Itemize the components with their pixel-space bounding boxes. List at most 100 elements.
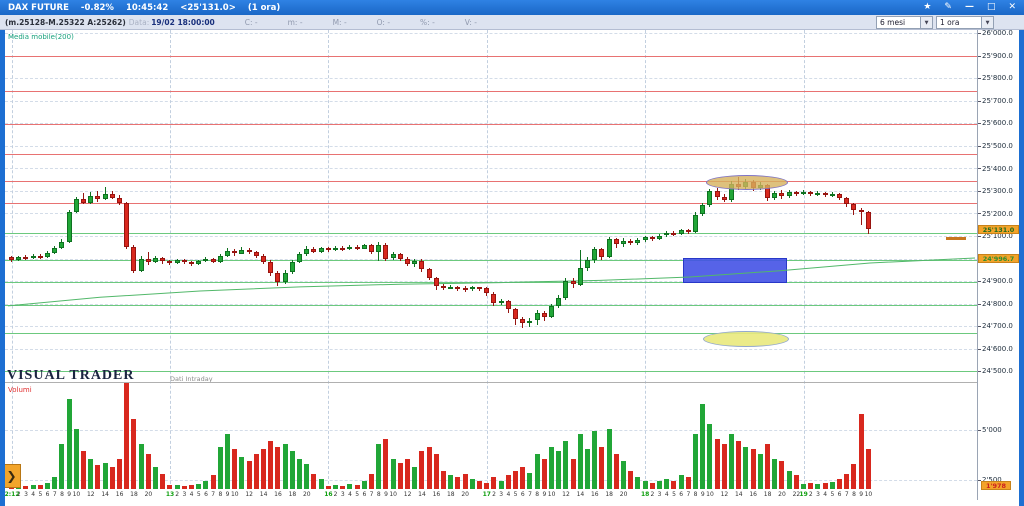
volume-bar xyxy=(736,441,742,489)
candle-wick xyxy=(104,186,106,201)
volume-bar xyxy=(426,447,432,489)
candle-body xyxy=(549,306,554,317)
last-volume-marker: 1'978 xyxy=(981,481,1011,490)
candle-body xyxy=(419,260,425,270)
volume-bar xyxy=(340,486,346,489)
volume-bar xyxy=(498,481,504,489)
volume-bar xyxy=(167,485,173,489)
minimize-icon[interactable]: — xyxy=(964,2,974,12)
chevron-down-icon[interactable]: ▼ xyxy=(920,17,932,28)
hour-tick-label: 5 xyxy=(672,491,676,498)
volume-bar xyxy=(750,449,756,489)
hour-tick-label: 7 xyxy=(369,491,374,498)
volume-bar xyxy=(117,459,122,489)
candle-body xyxy=(721,197,727,200)
volume-bar xyxy=(253,454,259,489)
candle-body xyxy=(700,204,706,215)
candle-body xyxy=(347,246,353,250)
volume-bar xyxy=(685,477,691,489)
hour-tick-label: 3 xyxy=(340,491,345,498)
candle-body xyxy=(664,232,670,236)
candle-body xyxy=(318,248,324,252)
candle-body xyxy=(613,239,619,245)
resistance-line xyxy=(5,55,977,57)
axis-tick xyxy=(977,303,981,305)
hour-tick-label: 12 xyxy=(245,491,253,498)
volume-bar xyxy=(81,451,86,489)
candle-body xyxy=(801,192,806,194)
volume-bar xyxy=(793,475,799,489)
volume-bar xyxy=(138,444,144,489)
volume-bar xyxy=(700,404,706,489)
candle-body xyxy=(585,260,590,268)
candle-body xyxy=(412,260,418,265)
candle-body xyxy=(340,247,346,250)
volume-bar xyxy=(376,444,382,489)
candle-body xyxy=(815,192,821,195)
hour-tick-label: 3 xyxy=(182,491,187,498)
volume-bar xyxy=(527,473,533,489)
hour-tick-label: 16 xyxy=(749,491,757,498)
candle-body xyxy=(513,309,518,320)
volume-bar xyxy=(174,485,180,489)
volume-bar xyxy=(815,484,821,489)
hour-tick-label: 10 xyxy=(706,491,714,498)
annotation-ellipse-bottom xyxy=(703,331,789,347)
price-gridline xyxy=(5,326,977,328)
axis-tick xyxy=(977,145,981,147)
volume-bar xyxy=(153,467,158,489)
candle-body xyxy=(95,195,101,200)
candle-body xyxy=(232,250,238,254)
candle-body xyxy=(59,241,65,248)
volume-bar xyxy=(131,419,137,489)
hour-tick-label: 4 xyxy=(348,491,352,498)
draw-tool-icon[interactable]: ✎ xyxy=(944,2,952,12)
candle-body xyxy=(16,256,22,260)
candle-body xyxy=(851,203,857,210)
hour-tick-label: 6 xyxy=(45,491,50,498)
volume-bar xyxy=(865,449,871,489)
price-axis-label: 25'400.0 xyxy=(982,164,1013,173)
volume-bar xyxy=(635,477,641,489)
hour-tick-label: 14 xyxy=(101,491,109,498)
volume-bar xyxy=(109,467,115,489)
interval-dropdown[interactable]: 1 ora ▼ xyxy=(936,16,994,29)
hour-tick-label: 8 xyxy=(60,491,64,498)
candle-body xyxy=(153,258,158,262)
hour-tick-label: 9 xyxy=(542,491,547,498)
expand-pane-button[interactable]: ❯ xyxy=(2,464,21,488)
axis-tick xyxy=(977,348,981,350)
range-dropdown[interactable]: 6 mesi ▼ xyxy=(876,16,933,29)
date-tick-label: 17 xyxy=(482,491,491,498)
volume-bar xyxy=(570,459,576,489)
hour-tick-label: 12 xyxy=(86,491,95,498)
hour-tick-label: 14 xyxy=(259,491,268,498)
hour-tick-label: 18 xyxy=(605,491,613,498)
candle-body xyxy=(520,319,526,324)
candle-body xyxy=(621,240,626,245)
session-summary: (m.25128-M.25322 A:25262) xyxy=(5,17,126,27)
volume-bar xyxy=(714,439,720,489)
candle-body xyxy=(88,195,94,203)
chevron-down-icon[interactable]: ▼ xyxy=(981,17,993,28)
candle-body xyxy=(145,258,151,262)
resistance-line xyxy=(5,90,977,92)
volume-bar xyxy=(405,459,410,489)
hour-tick-label: 18 xyxy=(130,491,138,498)
close-icon[interactable]: ✕ xyxy=(1008,2,1016,12)
maximize-icon[interactable]: □ xyxy=(986,2,996,12)
price-gridline xyxy=(5,145,977,147)
volume-bar xyxy=(469,479,475,489)
hour-tick-label: 22 xyxy=(792,491,801,498)
price-axis-label: 25'700.0 xyxy=(982,96,1013,105)
volume-bar xyxy=(628,471,634,489)
hour-tick-label: 9 xyxy=(859,491,864,498)
favorite-star-icon[interactable]: ★ xyxy=(923,2,932,12)
volume-bar xyxy=(592,431,598,489)
axis-tick xyxy=(977,480,981,481)
quote-fields: C: - m: - M: - O: - %: - V: - xyxy=(215,18,477,27)
candle-body xyxy=(541,312,547,317)
price-axis-label: 25'200.0 xyxy=(982,209,1013,218)
resistance-line xyxy=(5,124,977,126)
